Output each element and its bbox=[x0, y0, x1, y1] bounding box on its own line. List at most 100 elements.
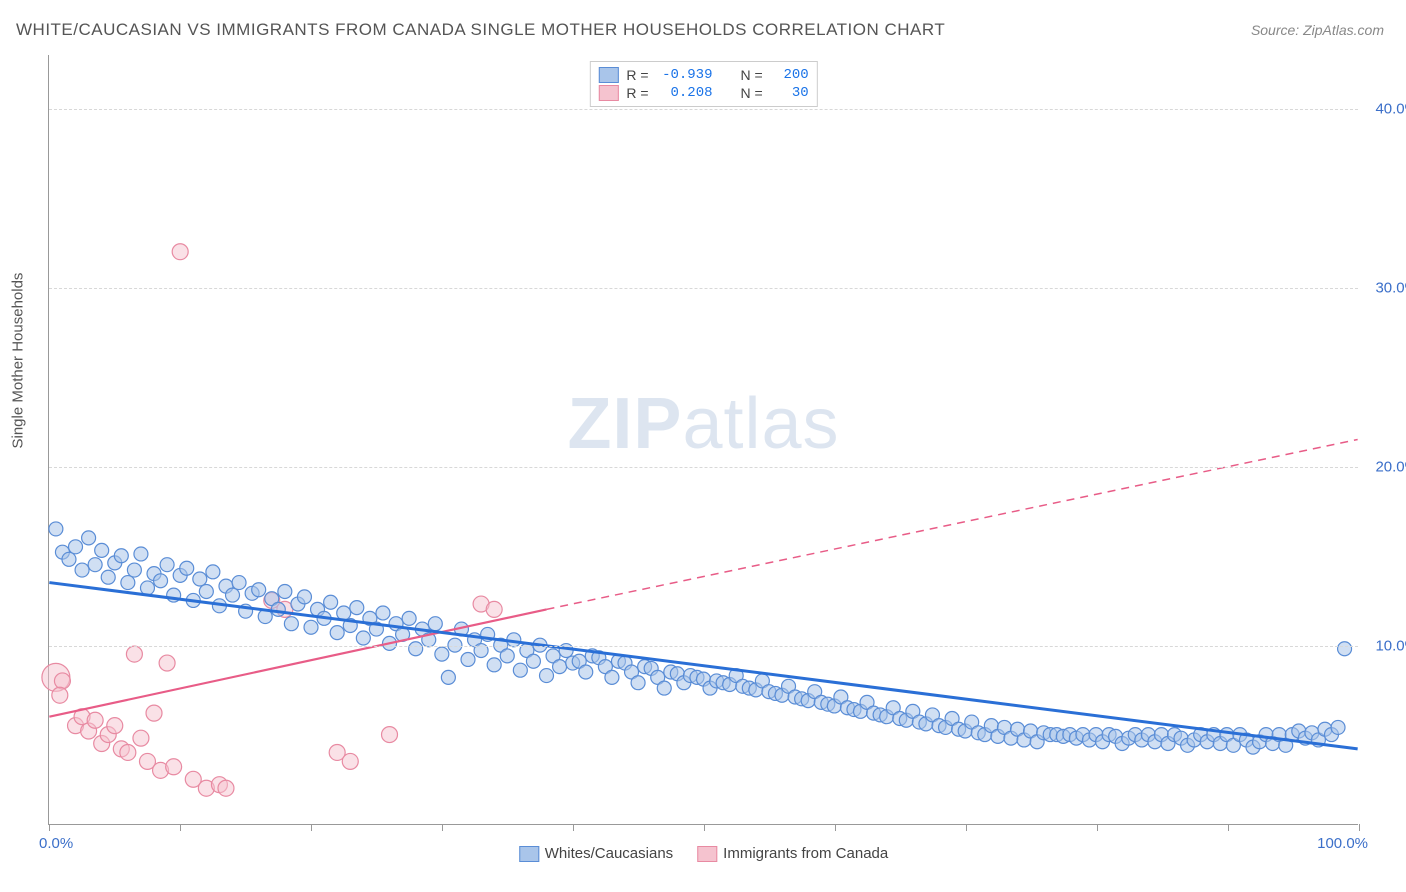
ytick-label: 30.0% bbox=[1363, 279, 1406, 296]
data-point bbox=[159, 655, 175, 671]
data-point bbox=[657, 681, 671, 695]
data-point bbox=[526, 654, 540, 668]
data-point bbox=[461, 652, 475, 666]
data-point bbox=[120, 744, 136, 760]
data-point bbox=[409, 642, 423, 656]
data-point bbox=[252, 583, 266, 597]
data-point bbox=[402, 611, 416, 625]
swatch-blue-icon bbox=[519, 846, 539, 862]
data-point bbox=[356, 631, 370, 645]
ytick-label: 10.0% bbox=[1363, 637, 1406, 654]
data-point bbox=[382, 727, 398, 743]
xtick bbox=[835, 824, 836, 831]
data-point bbox=[140, 581, 154, 595]
data-point bbox=[376, 606, 390, 620]
data-point bbox=[330, 626, 344, 640]
data-point bbox=[172, 244, 188, 260]
xtick bbox=[1097, 824, 1098, 831]
correlation-legend: R = -0.939 N = 200 R = 0.208 N = 30 bbox=[589, 61, 817, 107]
data-point bbox=[271, 602, 285, 616]
data-point bbox=[82, 531, 96, 545]
data-point bbox=[107, 718, 123, 734]
source-attribution: Source: ZipAtlas.com bbox=[1251, 22, 1384, 38]
series-legend: Whites/Caucasians Immigrants from Canada bbox=[519, 845, 888, 862]
data-point bbox=[324, 595, 338, 609]
data-point bbox=[87, 712, 103, 728]
legend-item-pink: Immigrants from Canada bbox=[697, 845, 888, 862]
data-point bbox=[75, 563, 89, 577]
data-point bbox=[553, 660, 567, 674]
legend-row-pink: R = 0.208 N = 30 bbox=[598, 84, 808, 102]
xtick bbox=[1228, 824, 1229, 831]
ytick-label: 40.0% bbox=[1363, 100, 1406, 117]
data-point bbox=[513, 663, 527, 677]
data-point bbox=[226, 588, 240, 602]
data-point bbox=[121, 576, 135, 590]
data-point bbox=[127, 563, 141, 577]
gridline bbox=[49, 109, 1358, 110]
data-point bbox=[146, 705, 162, 721]
data-point bbox=[579, 665, 593, 679]
data-point bbox=[428, 617, 442, 631]
trend-line bbox=[547, 440, 1358, 610]
gridline bbox=[49, 467, 1358, 468]
swatch-pink bbox=[598, 85, 618, 101]
x-label-left: 0.0% bbox=[39, 835, 73, 852]
data-point bbox=[487, 658, 501, 672]
data-point bbox=[69, 540, 83, 554]
scatter-svg bbox=[49, 55, 1358, 824]
swatch-pink-icon bbox=[697, 846, 717, 862]
data-point bbox=[133, 730, 149, 746]
legend-item-blue: Whites/Caucasians bbox=[519, 845, 673, 862]
data-point bbox=[232, 576, 246, 590]
data-point bbox=[441, 670, 455, 684]
data-point bbox=[114, 549, 128, 563]
xtick bbox=[311, 824, 312, 831]
xtick bbox=[573, 824, 574, 831]
data-point bbox=[631, 676, 645, 690]
data-point bbox=[350, 601, 364, 615]
data-point bbox=[1338, 642, 1352, 656]
ytick-label: 20.0% bbox=[1363, 458, 1406, 475]
data-point bbox=[193, 572, 207, 586]
legend-row-blue: R = -0.939 N = 200 bbox=[598, 66, 808, 84]
chart-plot-area: ZIPatlas R = -0.939 N = 200 R = 0.208 N … bbox=[48, 55, 1358, 825]
gridline bbox=[49, 646, 1358, 647]
xtick bbox=[966, 824, 967, 831]
data-point bbox=[54, 673, 70, 689]
xtick bbox=[1359, 824, 1360, 831]
xtick bbox=[49, 824, 50, 831]
xtick bbox=[442, 824, 443, 831]
data-point bbox=[605, 670, 619, 684]
data-point bbox=[95, 543, 109, 557]
data-point bbox=[284, 617, 298, 631]
y-axis-title: Single Mother Households bbox=[10, 273, 27, 449]
xtick bbox=[180, 824, 181, 831]
data-point bbox=[278, 585, 292, 599]
data-point bbox=[1331, 720, 1345, 734]
data-point bbox=[166, 759, 182, 775]
data-point bbox=[134, 547, 148, 561]
data-point bbox=[62, 552, 76, 566]
data-point bbox=[126, 646, 142, 662]
data-point bbox=[486, 601, 502, 617]
x-label-right: 100.0% bbox=[1317, 835, 1368, 852]
chart-title: WHITE/CAUCASIAN VS IMMIGRANTS FROM CANAD… bbox=[16, 20, 945, 40]
data-point bbox=[88, 558, 102, 572]
data-point bbox=[160, 558, 174, 572]
data-point bbox=[304, 620, 318, 634]
data-point bbox=[206, 565, 220, 579]
data-point bbox=[199, 585, 213, 599]
data-point bbox=[154, 574, 168, 588]
data-point bbox=[218, 780, 234, 796]
data-point bbox=[49, 522, 63, 536]
data-point bbox=[540, 669, 554, 683]
data-point bbox=[342, 753, 358, 769]
data-point bbox=[101, 570, 115, 584]
data-point bbox=[180, 561, 194, 575]
swatch-blue bbox=[598, 67, 618, 83]
data-point bbox=[500, 649, 514, 663]
trend-line bbox=[49, 583, 1357, 749]
data-point bbox=[297, 590, 311, 604]
data-point bbox=[52, 687, 68, 703]
